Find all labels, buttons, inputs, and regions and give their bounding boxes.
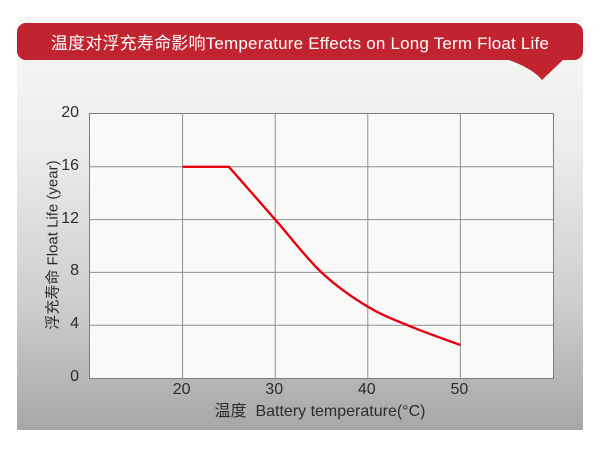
y-axis-title: 浮充寿命 Float Life (year)	[44, 160, 62, 330]
float-life-curve	[182, 165, 461, 347]
y-tick-label: 8	[70, 262, 79, 280]
y-tick-label: 20	[61, 104, 79, 121]
x-tick-label: 50	[450, 381, 469, 398]
x-axis-title: 温度 Battery temperature(°C)	[214, 403, 426, 420]
x-tick-label: 30	[265, 381, 284, 398]
x-tick-label: 40	[357, 381, 376, 398]
y-tick-label: 0	[70, 368, 79, 385]
x-tick-label: 20	[172, 381, 191, 398]
chart-canvas	[90, 114, 553, 378]
y-tick-label: 12	[61, 209, 79, 227]
y-tick-label: 16	[61, 156, 79, 174]
y-tick-label: 4	[70, 315, 79, 333]
chart-title: 温度对浮充寿命影响Temperature Effects on Long Ter…	[50, 34, 550, 53]
title-banner: 温度对浮充寿命影响Temperature Effects on Long Ter…	[17, 23, 583, 60]
banner-tail-icon	[505, 59, 564, 80]
plot-area	[89, 113, 554, 379]
